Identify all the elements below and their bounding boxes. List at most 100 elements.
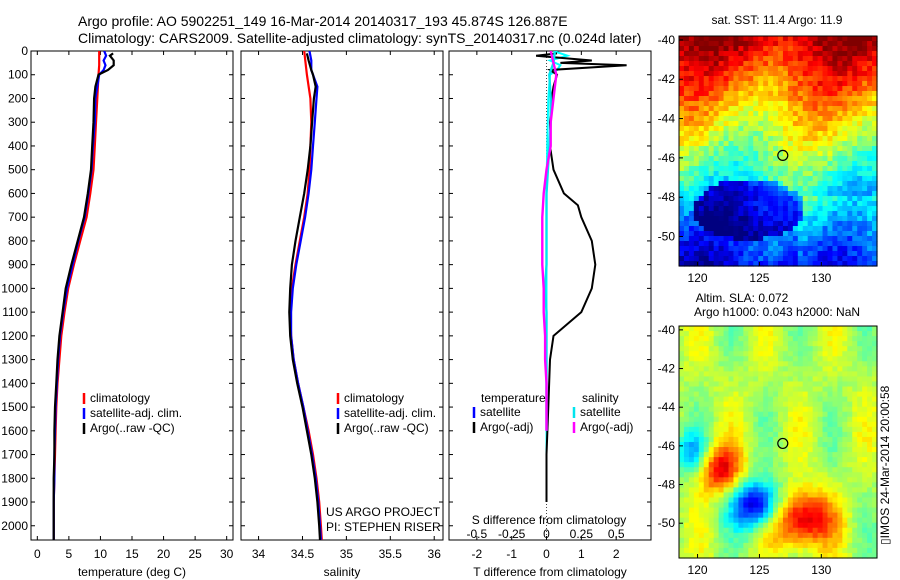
sla_map-cell [822, 542, 829, 549]
sst_map-cell [802, 71, 809, 77]
sst_map-cell [768, 186, 774, 192]
sla_map-cell [718, 482, 725, 488]
sst_map-cell [713, 46, 720, 52]
sla_map-cell [738, 381, 744, 388]
sla_map-cell [748, 401, 754, 408]
sst_map-cell [797, 71, 804, 77]
sst_map-cell [768, 156, 774, 162]
sst_map-cell [842, 101, 848, 107]
sst_map-cell [753, 171, 759, 177]
sst_map-cell [743, 261, 749, 267]
sla_map-cell [718, 507, 725, 514]
sst_map-cell [792, 206, 799, 212]
sla_map-cell [837, 341, 843, 347]
sla_map-cell [723, 517, 730, 524]
sst_map-cell [728, 261, 735, 267]
sst_map-cell [842, 86, 848, 92]
sla_map-cell [713, 517, 720, 524]
sst_map-cell [837, 36, 843, 42]
sla_map-cell [708, 406, 715, 413]
sst_map-cell [743, 116, 749, 122]
sla_map-cell [748, 517, 754, 524]
sst_map-cell [708, 86, 715, 92]
sst_map-cell [683, 236, 690, 242]
sla_map-cell [738, 522, 744, 529]
sst_map-cell [822, 106, 829, 112]
sla_map-cell [812, 326, 819, 332]
sla_map-cell [872, 482, 878, 488]
sla_map-cell [867, 447, 873, 453]
sst_map-cell [827, 216, 834, 222]
sst_map-cell [802, 236, 809, 242]
sst_map-cell [852, 71, 858, 77]
sst_map-cell [852, 256, 858, 262]
sst_map-cell [688, 221, 695, 227]
sla_map-cell [728, 416, 735, 423]
sla_map-cell [787, 346, 794, 352]
temperature-x-tick-label: 5 [66, 547, 73, 561]
sla_map-cell [862, 442, 868, 448]
sla_map-cell [743, 331, 749, 337]
sla_map-cell [857, 472, 863, 478]
sst_map-cell [797, 56, 804, 62]
sla_map-cell [852, 336, 858, 342]
diff-s-tick-label: 0 [543, 527, 550, 541]
sst_map-cell [688, 51, 695, 57]
sst_map-cell [787, 56, 794, 62]
sla_map-cell [708, 457, 715, 463]
sla_map-cell [837, 462, 843, 468]
sst_map-cell [708, 236, 715, 242]
sst_map-cell [723, 86, 730, 92]
sla_map-cell [708, 331, 715, 337]
sst_map-cell [679, 146, 685, 152]
sla_map-cell [688, 431, 695, 438]
sla_map-cell [778, 351, 784, 357]
sst_map-cell [703, 136, 710, 142]
sst_map-cell [837, 146, 843, 152]
sst_map-cell [758, 261, 764, 267]
sst_map-cell [723, 91, 730, 97]
sst_map-cell [872, 251, 878, 257]
sst_map-cell [842, 41, 848, 47]
sst_map-cell [782, 146, 789, 152]
sst_map-cell [733, 236, 739, 242]
sla_map-cell [693, 442, 700, 448]
sla_map-cell [728, 351, 735, 357]
sla_map-cell [807, 457, 814, 463]
sla_map-cell [832, 537, 838, 544]
sla_map-cell [787, 517, 794, 524]
sla_map-cell [718, 401, 725, 408]
sla_map-cell [683, 421, 690, 428]
sla_map-cell [683, 522, 690, 529]
sla_map-cell [683, 487, 690, 494]
sst_map-cell [857, 196, 863, 202]
sst_map-cell [698, 166, 705, 172]
sst_map-cell [832, 101, 838, 107]
sst_map-cell [693, 166, 700, 172]
sla_map-cell [872, 371, 878, 378]
sla_map-cell [728, 391, 735, 398]
sst_map-cell [728, 86, 735, 92]
sst_map-cell [718, 176, 725, 182]
sst_map-cell [792, 111, 799, 117]
sla_map-cell [817, 462, 824, 468]
sst_map-cell [773, 76, 779, 82]
sst_map-cell [718, 221, 725, 227]
sst_map-cell [827, 96, 834, 102]
sst_map-cell [693, 231, 700, 237]
sst_map-cell [733, 126, 739, 132]
sst_map-cell [688, 196, 695, 202]
sla_map-cell [698, 502, 705, 509]
sla_map-cell [733, 497, 739, 504]
sst_map-cell [802, 36, 809, 42]
sla_map-cell [857, 442, 863, 448]
sst_map-cell [733, 181, 739, 187]
sst_map-cell [832, 136, 838, 142]
sst_map-cell [862, 246, 868, 252]
sst_map-cell [778, 181, 784, 187]
sla_map-cell [708, 492, 715, 499]
sla_map-cell [802, 542, 809, 549]
sst_map-cell [778, 101, 784, 107]
sla_map-cell [832, 421, 838, 428]
sla_map-cell [862, 416, 868, 423]
